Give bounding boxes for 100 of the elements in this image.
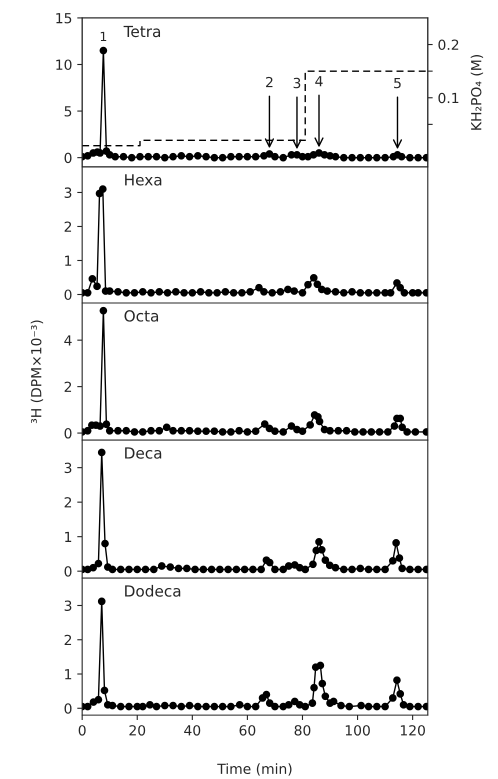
chart-title: Dodeca (125, 584, 180, 597)
y-tick-label: 5 (64, 106, 72, 117)
point (357, 702, 365, 710)
point (310, 684, 318, 692)
x-tick-label: 40 (184, 725, 200, 736)
point (89, 564, 98, 572)
point (218, 702, 226, 710)
point (373, 288, 381, 297)
point (393, 676, 401, 684)
point (359, 428, 367, 436)
y-tick-label: 0 (64, 566, 72, 577)
y-axis-title: ³H (DPM×10⁻³) (30, 320, 44, 424)
point (96, 422, 104, 430)
point (260, 420, 269, 428)
point (301, 702, 310, 710)
point (102, 420, 110, 428)
point (194, 427, 202, 436)
point (337, 702, 345, 710)
point (252, 427, 260, 436)
point (130, 428, 138, 436)
point (400, 288, 408, 297)
point (186, 702, 194, 710)
x-axis-title: Time (min) (217, 763, 292, 776)
point (227, 152, 235, 161)
x-tick-label: 0 (78, 725, 86, 736)
point (340, 566, 348, 574)
point (152, 152, 160, 161)
point (322, 692, 330, 700)
y-tick-label: 0 (64, 152, 72, 164)
point (106, 426, 114, 435)
point (114, 426, 122, 435)
point (301, 566, 310, 574)
point (216, 566, 224, 574)
point (398, 152, 406, 161)
y-tick-label: 1 (65, 256, 72, 266)
y-tick-label: 2 (64, 497, 72, 508)
point (304, 280, 312, 288)
point (158, 562, 166, 570)
point (266, 424, 274, 432)
point (194, 152, 202, 160)
point (332, 152, 340, 161)
y2-tick-label: 0.2 (438, 40, 458, 50)
point (412, 428, 420, 436)
y-tick-label: 1 (65, 669, 72, 680)
point (290, 287, 298, 295)
point (218, 154, 226, 162)
point (314, 280, 322, 288)
point (268, 288, 276, 297)
point (200, 566, 208, 574)
point (122, 426, 130, 435)
point (406, 566, 414, 574)
y-tick-label: 15 (56, 13, 72, 24)
x-tick-label: 80 (294, 725, 310, 736)
point (381, 566, 389, 574)
point (84, 288, 92, 297)
point (266, 150, 274, 158)
point (414, 154, 422, 162)
point (213, 288, 221, 297)
point (400, 701, 408, 709)
point (244, 152, 252, 161)
point (316, 418, 324, 426)
point (326, 561, 334, 570)
x-tick-label: 60 (240, 725, 256, 736)
point (186, 426, 194, 435)
point (396, 284, 404, 292)
point (93, 282, 101, 290)
point (160, 702, 169, 710)
point (271, 702, 279, 710)
point (98, 448, 106, 456)
point (326, 426, 334, 435)
point (279, 566, 288, 574)
point (356, 154, 364, 162)
point (262, 690, 270, 698)
y-tick-label: 3 (64, 187, 72, 198)
y2-axis-title: KH₂PO₄ (M) (470, 55, 484, 130)
point (125, 702, 133, 710)
point (177, 702, 186, 710)
point (210, 154, 218, 162)
y-tick-label: 0 (64, 428, 72, 439)
point (309, 560, 317, 568)
point (373, 154, 381, 162)
point (120, 152, 128, 161)
point (308, 699, 316, 707)
point (414, 288, 422, 297)
point (284, 562, 293, 570)
point (100, 306, 108, 314)
annotation: 2 (266, 76, 272, 88)
point (373, 566, 381, 574)
point (152, 702, 160, 710)
point (279, 154, 288, 162)
annotation: 4 (315, 76, 323, 86)
point (210, 702, 218, 710)
point (147, 288, 155, 297)
x-tick-label: 100 (346, 725, 370, 736)
y-tick-label: 0 (64, 289, 72, 300)
point (172, 288, 180, 296)
point (284, 286, 292, 294)
point (155, 288, 164, 296)
point (125, 566, 133, 574)
point (224, 566, 232, 574)
